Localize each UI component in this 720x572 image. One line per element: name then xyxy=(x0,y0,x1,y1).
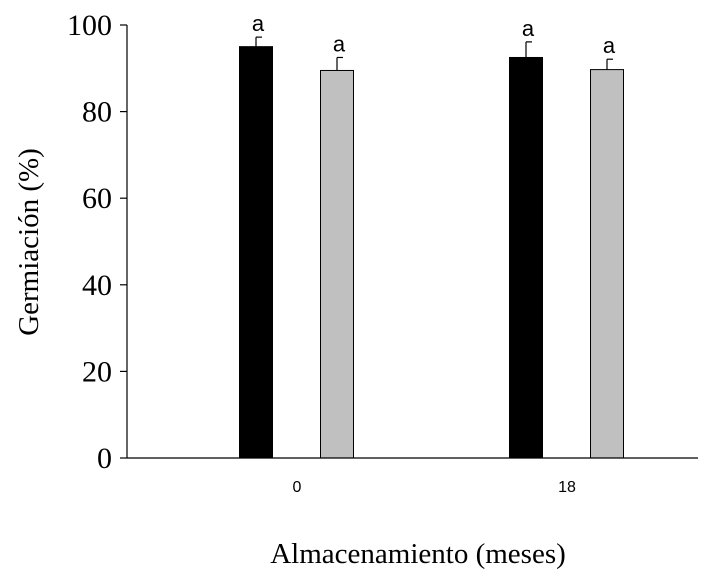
bar-series2-18 xyxy=(590,69,624,459)
y-tick-label: 100 xyxy=(67,9,112,42)
x-ticks-group: 0 18 xyxy=(293,479,576,496)
significance-label-series1-0: a xyxy=(252,11,265,36)
y-tick-label: 60 xyxy=(82,182,112,215)
bar-series1-18 xyxy=(509,56,543,459)
error-bars-group xyxy=(255,36,613,71)
y-axis-title: Germiación (%) xyxy=(13,148,45,336)
y-tick-label: 0 xyxy=(97,442,112,475)
x-axis-title: Almacenamiento (meses) xyxy=(270,538,566,570)
y-ticks-group: 0 20 40 60 80 100 xyxy=(67,9,127,475)
bar-series1-0 xyxy=(239,46,273,459)
y-tick-label: 40 xyxy=(82,269,112,302)
bar-series2-0 xyxy=(320,69,354,459)
y-tick-label: 20 xyxy=(82,355,112,388)
axes-group xyxy=(126,25,698,459)
significance-label-series2-0: a xyxy=(333,31,346,56)
significance-label-series1-18: a xyxy=(522,16,535,41)
significance-labels-group: a aa a xyxy=(252,11,616,58)
bars-group xyxy=(239,46,624,459)
significance-label-series2-18: a xyxy=(603,33,616,58)
x-tick-label: 18 xyxy=(558,479,576,496)
y-tick-label: 80 xyxy=(82,96,112,129)
x-tick-label: 0 xyxy=(293,479,302,496)
